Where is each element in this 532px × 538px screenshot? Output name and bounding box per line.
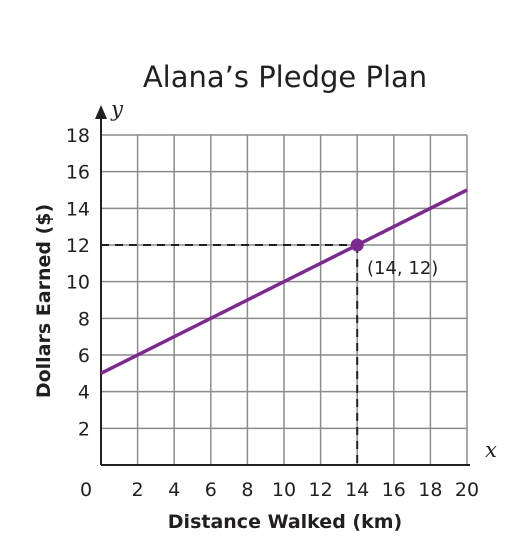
y-tick-label: 12 [66, 235, 90, 257]
x-tick-label: 8 [241, 479, 253, 501]
y-axis-label: Dollars Earned ($) [33, 204, 55, 398]
highlight-point [350, 238, 364, 252]
series-layer [100, 188, 468, 375]
x-axis-label: Distance Walked (km) [168, 511, 402, 533]
x-tick-label: 10 [272, 479, 296, 501]
x-tick-label: 6 [205, 479, 217, 501]
y-axis-variable: y [110, 97, 124, 121]
y-tick-label: 6 [78, 345, 90, 367]
x-tick-label: 4 [168, 479, 180, 501]
tick-labels: 2 4 6 8 10 12 14 16 18 20 2 4 6 8 10 12 14 16 18 [66, 125, 479, 501]
y-tick-label: 4 [78, 382, 90, 404]
axes [95, 105, 470, 466]
y-tick-label: 16 [66, 162, 90, 184]
guide-lines [101, 244, 359, 465]
y-axis-arrow-icon [95, 105, 107, 119]
x-tick-label: 12 [309, 479, 333, 501]
y-tick-label: 14 [66, 198, 90, 220]
x-tick-label: 20 [455, 479, 479, 501]
point-label: (14, 12) [367, 258, 438, 279]
chart-title: Alana’s Pledge Plan [143, 60, 427, 94]
y-tick-label: 10 [66, 272, 90, 294]
grid [101, 134, 468, 465]
y-tick-label: 18 [66, 125, 90, 147]
y-tick-label: 2 [78, 418, 90, 440]
series-line [100, 188, 468, 375]
x-tick-label: 14 [345, 479, 369, 501]
x-axis-variable: x [485, 438, 497, 462]
x-tick-label: 18 [418, 479, 442, 501]
x-tick-label: 16 [382, 479, 406, 501]
y-tick-label: 8 [78, 308, 90, 330]
origin-label: 0 [80, 479, 92, 501]
x-tick-label: 2 [132, 479, 144, 501]
